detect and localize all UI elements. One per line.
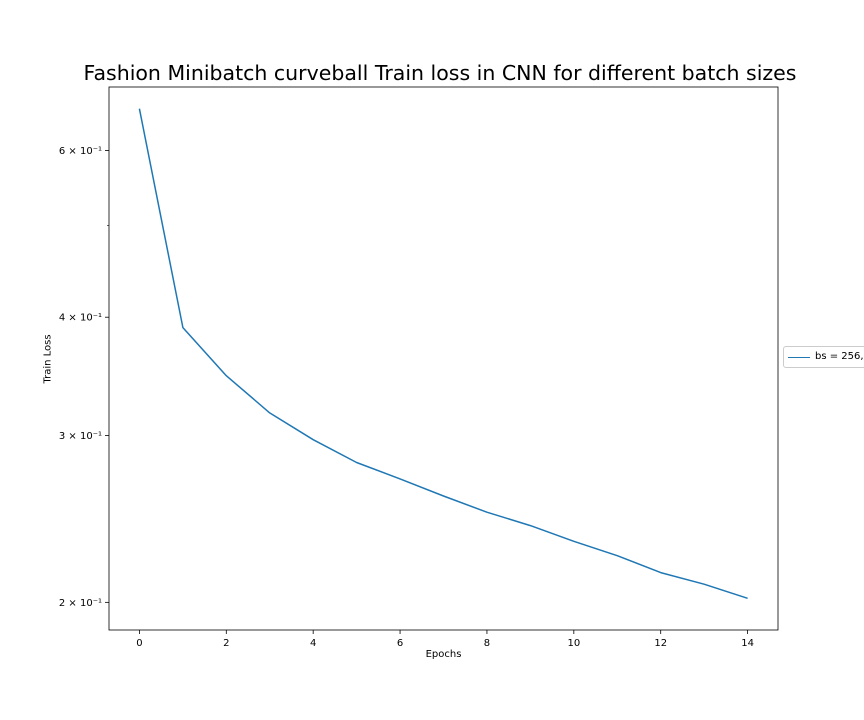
x-tick-label: 2 — [223, 638, 229, 649]
x-tick-label: 4 — [310, 638, 316, 649]
x-tick-label: 8 — [484, 638, 490, 649]
plot-frame — [108, 86, 779, 631]
x-tick-label: 0 — [136, 638, 142, 649]
x-tick-label: 12 — [654, 638, 667, 649]
y-tick-label: 4 × 10⁻¹ — [59, 313, 102, 324]
x-tick-label: 6 — [397, 638, 403, 649]
legend: bs = 256, — [783, 346, 864, 368]
x-tick-label: 14 — [741, 638, 754, 649]
legend-swatch — [788, 357, 810, 358]
series-line — [138, 108, 748, 600]
y-axis-label: Train Loss — [42, 334, 54, 384]
chart-title: Fashion Minibatch curveball Train loss i… — [83, 61, 797, 85]
legend-label: bs = 256, — [815, 351, 864, 362]
x-tick-label: 10 — [567, 638, 580, 649]
y-tick-label: 2 × 10⁻¹ — [59, 598, 102, 609]
y-tick-label: 6 × 10⁻¹ — [59, 146, 102, 157]
x-axis-label: Epochs — [425, 649, 462, 660]
y-tick-label: 3 × 10⁻¹ — [59, 431, 102, 442]
